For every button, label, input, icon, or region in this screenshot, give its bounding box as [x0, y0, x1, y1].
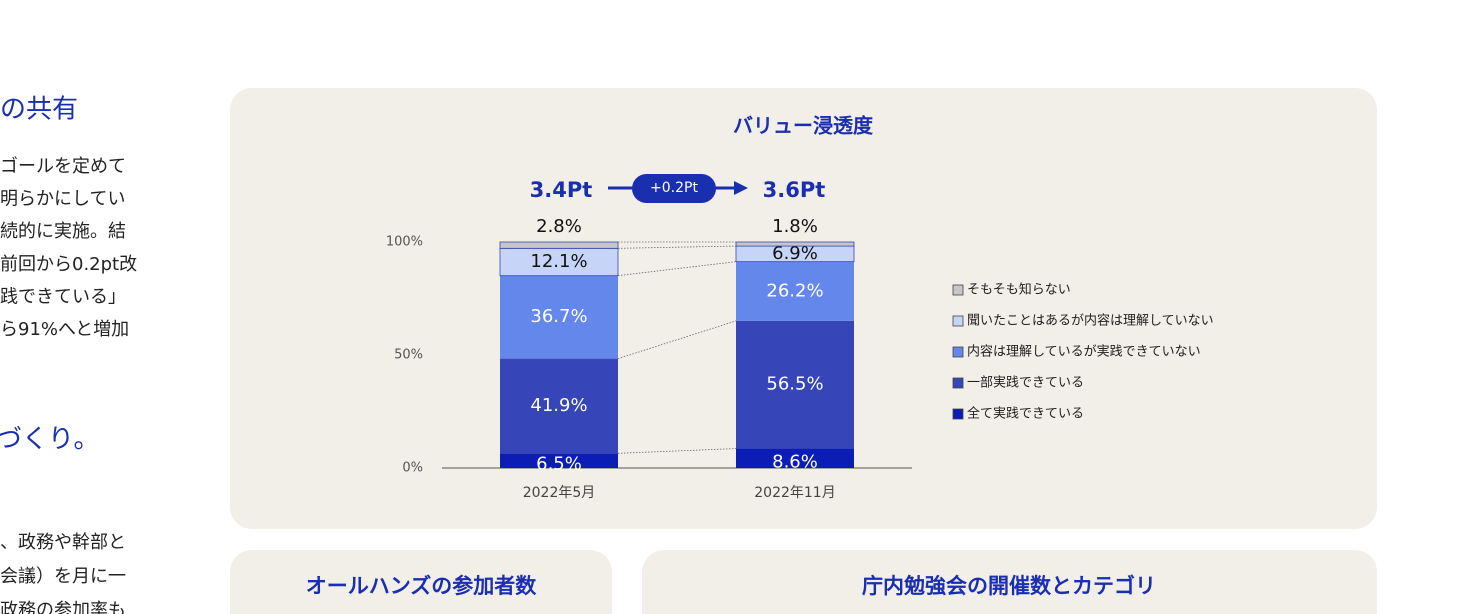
- value-label: 56.5%: [766, 374, 823, 395]
- bar-segment: [736, 320, 854, 449]
- paragraph-line: 政務の参加率も: [0, 600, 126, 614]
- value-label: 36.7%: [530, 306, 587, 327]
- legend-swatch: [952, 377, 964, 389]
- card: [642, 550, 1377, 614]
- legend-label: 聞いたことはあるが内容は理解していない: [967, 313, 1214, 329]
- bar-segment: [736, 448, 854, 468]
- bar-segment: [499, 241, 619, 249]
- y-tick-label: 100%: [386, 235, 423, 250]
- y-tick-label: 0%: [402, 461, 423, 476]
- bar-segment: [736, 261, 854, 321]
- paragraph-line: 前回から0.2pt改: [0, 254, 137, 275]
- value-label: 8.6%: [772, 451, 818, 472]
- change-label: +0.2Pt: [650, 180, 698, 196]
- legend-label: 内容は理解しているが実践できていない: [967, 344, 1201, 360]
- paragraph-line: 践できている」: [0, 286, 126, 307]
- paragraph-line: 明らかにしてい: [0, 189, 125, 210]
- bar-segment: [500, 358, 618, 454]
- legend-label: 全て実践できている: [967, 406, 1084, 422]
- card: [230, 550, 612, 614]
- paragraph-line: 、政務や幹部と: [0, 532, 126, 553]
- paragraph-line: 続的に実施。結: [0, 221, 126, 242]
- heading: の共有: [0, 95, 78, 125]
- chart-title: バリュー浸透度: [733, 114, 874, 138]
- value-label: 1.8%: [772, 216, 818, 237]
- card-title: オールハンズの参加者数: [306, 574, 538, 598]
- value-label: 6.9%: [772, 243, 818, 264]
- bar-segment: [735, 241, 855, 247]
- bar-segment: [500, 453, 618, 468]
- legend-swatch: [952, 408, 964, 420]
- y-tick-label: 50%: [394, 348, 423, 363]
- score: 3.4Pt: [530, 178, 593, 202]
- score: 3.6Pt: [763, 178, 826, 202]
- change-pill: [632, 174, 716, 203]
- paragraph-line: ゴールを定めて: [0, 156, 126, 177]
- value-label: 26.2%: [766, 280, 823, 301]
- connector: [617, 320, 737, 359]
- paragraph-line: 会議）を月に一: [0, 566, 126, 587]
- value-label: 12.1%: [530, 251, 587, 272]
- x-tick-label: 2022年11月: [754, 485, 835, 501]
- connector: [617, 261, 737, 277]
- bar-segment: [500, 275, 618, 359]
- legend-swatch: [952, 346, 964, 358]
- legend-swatch: [952, 284, 964, 296]
- heading: づくり。: [0, 425, 99, 455]
- value-label: 2.8%: [536, 216, 582, 237]
- legend-label: そもそも知らない: [967, 282, 1071, 298]
- value-label: 41.9%: [530, 395, 587, 416]
- value-label: 6.5%: [536, 454, 582, 475]
- legend-swatch: [952, 315, 964, 327]
- card-title: 庁内勉強会の開催数とカテゴリ: [862, 574, 1156, 598]
- x-tick-label: 2022年5月: [523, 485, 596, 501]
- arrow-head: [734, 181, 748, 195]
- bar-segment: [499, 247, 619, 277]
- paragraph-line: ら91%へと増加: [0, 319, 129, 340]
- legend-label: 一部実践できている: [967, 375, 1084, 391]
